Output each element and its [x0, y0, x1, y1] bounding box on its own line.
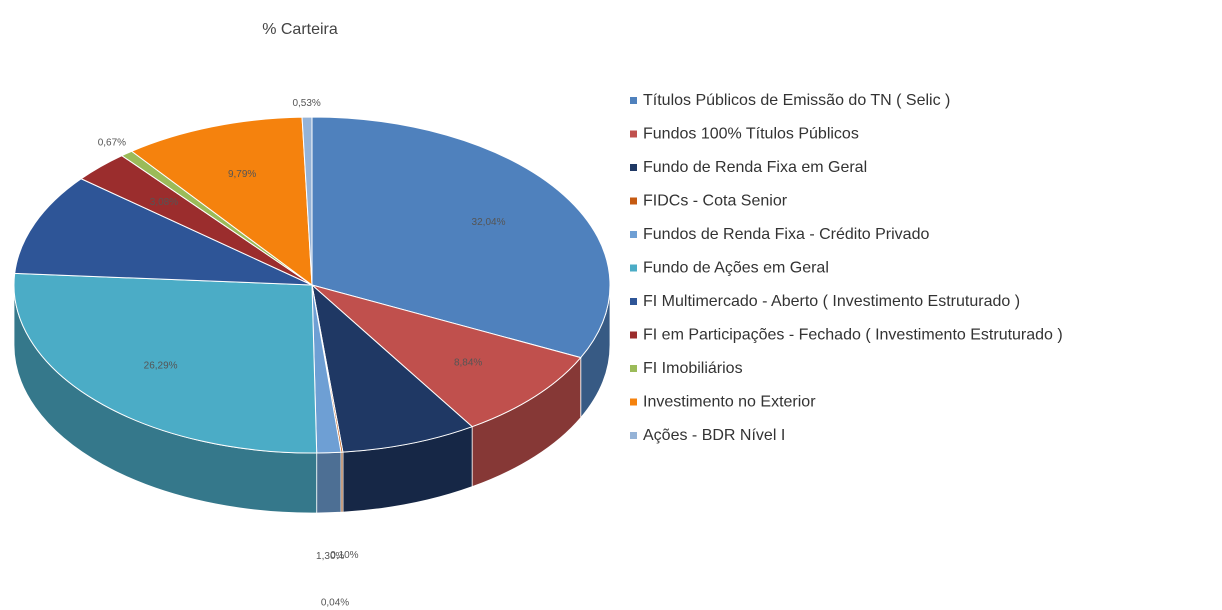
pie-slice [311, 116, 611, 359]
data-label: 0,53% [292, 98, 320, 109]
legend-label: Investimento no Exterior [643, 394, 816, 411]
legend-label: FI Imobiliários [643, 360, 743, 377]
legend-swatch [630, 97, 637, 104]
legend-swatch [630, 197, 637, 205]
legend-swatch [630, 398, 637, 406]
pie-slice [311, 283, 474, 453]
legend-label: Fundo de Ações em Geral [643, 260, 829, 277]
legend-swatch [630, 231, 637, 238]
pie-slice [130, 116, 313, 287]
chart-title: % Carteira [262, 21, 338, 38]
legend-label: Fundos de Renda Fixa - Crédito Privado [643, 226, 929, 243]
legend-label: Ações - BDR Nível I [643, 427, 785, 444]
legend-swatch [630, 130, 637, 138]
legend-label: Fundos 100% Títulos Públicos [643, 126, 859, 143]
legend-swatch [630, 331, 637, 339]
legend-swatch [630, 264, 637, 272]
data-label: 8,84% [454, 358, 482, 369]
legend-label: FI em Participações - Fechado ( Investim… [643, 327, 1063, 344]
data-label: 0,67% [98, 138, 126, 149]
pie-slice [311, 284, 582, 428]
data-label: 3,08% [150, 197, 178, 208]
legend-label: FI Multimercado - Aberto ( Investimento … [643, 293, 1020, 310]
legend-swatch [630, 164, 637, 171]
legend-label: FIDCs - Cota Senior [643, 193, 788, 210]
data-label: 32,04% [472, 217, 506, 228]
pie-slice [13, 272, 318, 454]
legend-swatch [630, 432, 637, 439]
data-label: 26,29% [144, 361, 178, 372]
legend-label: Títulos Públicos de Emissão do TN ( Seli… [643, 92, 950, 109]
pie-wall [316, 451, 342, 514]
data-label: 0,10% [330, 550, 358, 561]
pie-slice [14, 178, 313, 286]
legend-label: Fundo de Renda Fixa em Geral [643, 159, 867, 176]
legend-swatch [630, 365, 637, 372]
data-label: 1,30% [316, 551, 344, 562]
legend-swatch [630, 298, 637, 305]
data-label: 9,79% [228, 169, 256, 180]
annotation: 0,04% [321, 598, 349, 609]
pie-slice [301, 116, 313, 286]
